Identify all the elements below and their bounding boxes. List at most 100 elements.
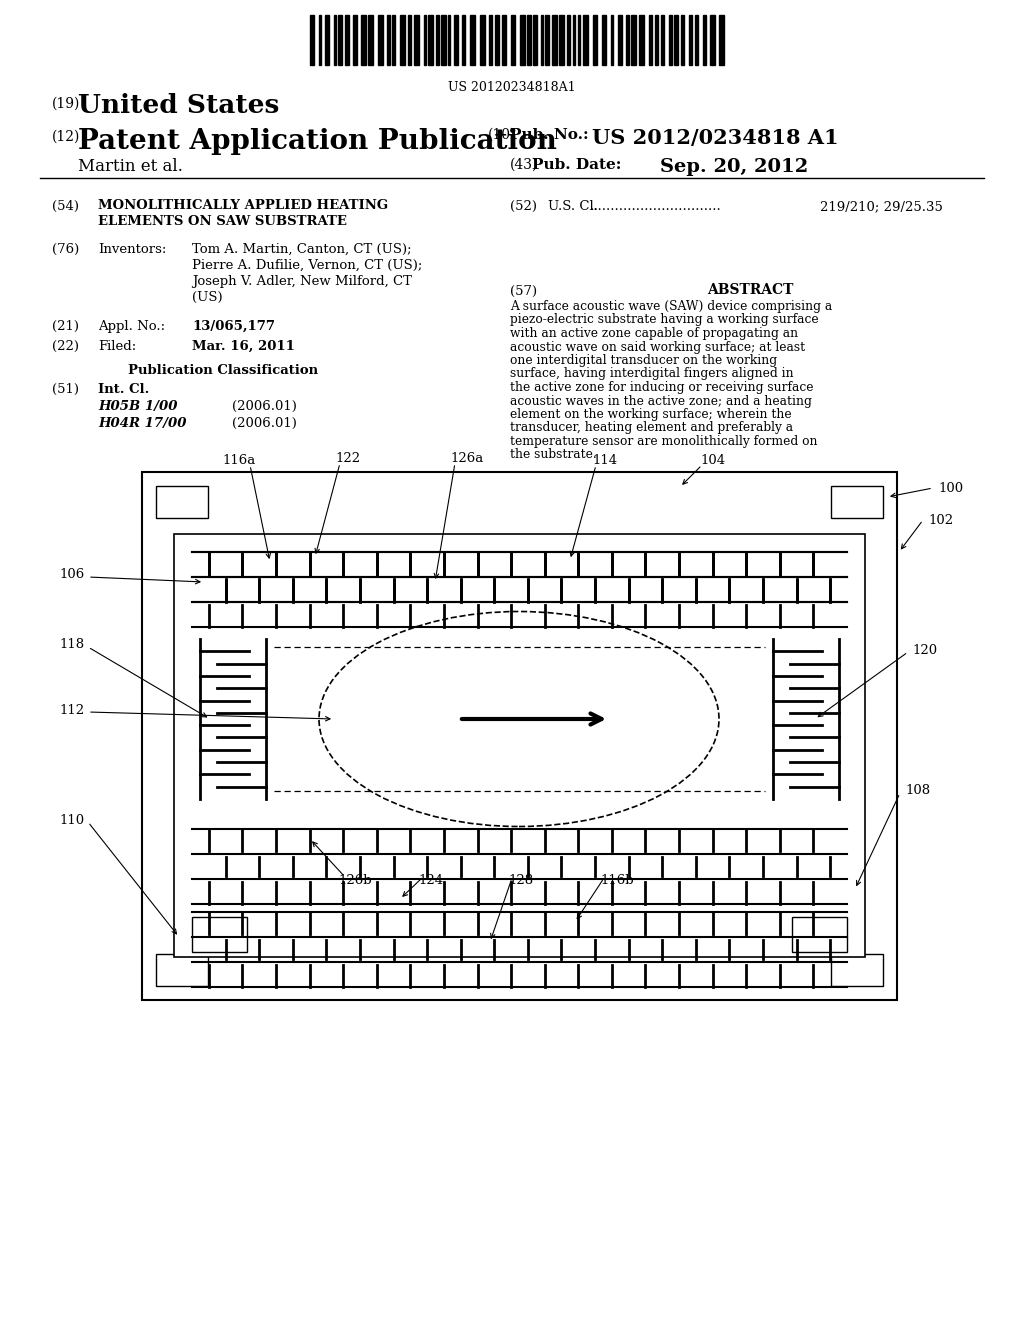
Text: MONOLITHICALLY APPLIED HEATING: MONOLITHICALLY APPLIED HEATING <box>98 199 388 213</box>
Text: (54): (54) <box>52 201 79 213</box>
Bar <box>334 15 336 65</box>
Bar <box>428 15 433 65</box>
Bar <box>674 15 678 65</box>
Text: element on the working surface; wherein the: element on the working surface; wherein … <box>510 408 792 421</box>
Text: (21): (21) <box>52 319 79 333</box>
Bar <box>583 15 588 65</box>
Text: 114: 114 <box>592 454 617 466</box>
Bar <box>593 15 597 65</box>
Bar <box>400 15 406 65</box>
Text: with an active zone capable of propagating an: with an active zone capable of propagati… <box>510 327 798 341</box>
Bar <box>695 15 698 65</box>
Bar <box>703 15 706 65</box>
Text: 100: 100 <box>938 482 964 495</box>
Text: 124: 124 <box>418 874 443 887</box>
Bar <box>710 15 715 65</box>
Bar <box>387 15 390 65</box>
Bar <box>345 15 349 65</box>
Text: H05B 1/00: H05B 1/00 <box>98 400 177 413</box>
Bar <box>520 15 525 65</box>
Text: Pub. Date:: Pub. Date: <box>532 158 622 172</box>
Bar <box>424 15 426 65</box>
Bar <box>480 15 485 65</box>
Bar <box>489 15 492 65</box>
Text: ELEMENTS ON SAW SUBSTRATE: ELEMENTS ON SAW SUBSTRATE <box>98 215 347 228</box>
Text: (57): (57) <box>510 285 538 298</box>
Text: 106: 106 <box>59 569 85 582</box>
Bar <box>441 15 446 65</box>
Bar <box>511 15 515 65</box>
Text: 112: 112 <box>59 704 85 717</box>
Bar <box>414 15 419 65</box>
Text: Martin et al.: Martin et al. <box>78 158 183 176</box>
Bar <box>338 15 342 65</box>
Text: Patent Application Publication: Patent Application Publication <box>78 128 557 154</box>
Text: 108: 108 <box>905 784 930 796</box>
Text: Tom A. Martin, Canton, CT (US);: Tom A. Martin, Canton, CT (US); <box>193 243 412 256</box>
Bar <box>319 15 321 65</box>
Bar <box>142 473 897 1001</box>
Text: ABSTRACT: ABSTRACT <box>707 282 794 297</box>
Bar <box>462 15 465 65</box>
Text: Appl. No.:: Appl. No.: <box>98 319 165 333</box>
Text: (22): (22) <box>52 341 79 352</box>
Bar <box>578 15 580 65</box>
Bar <box>378 15 383 65</box>
Bar <box>545 15 549 65</box>
Bar <box>408 15 411 65</box>
Text: A surface acoustic wave (SAW) device comprising a: A surface acoustic wave (SAW) device com… <box>510 300 833 313</box>
Bar <box>156 954 208 986</box>
Text: 128: 128 <box>508 874 534 887</box>
Text: 104: 104 <box>700 454 725 466</box>
Text: 102: 102 <box>928 513 953 527</box>
Text: H04R 17/00: H04R 17/00 <box>98 417 186 430</box>
Text: transducer, heating element and preferably a: transducer, heating element and preferab… <box>510 421 794 434</box>
Bar <box>681 15 684 65</box>
Text: (12): (12) <box>52 129 80 144</box>
Text: United States: United States <box>78 92 280 117</box>
Text: 219/210; 29/25.35: 219/210; 29/25.35 <box>820 201 943 213</box>
Bar <box>325 15 329 65</box>
Bar <box>174 535 865 957</box>
Bar <box>611 15 613 65</box>
Text: acoustic waves in the active zone; and a heating: acoustic waves in the active zone; and a… <box>510 395 812 408</box>
Text: Pub. No.:: Pub. No.: <box>510 128 589 143</box>
Bar <box>669 15 672 65</box>
Text: (43): (43) <box>510 158 539 172</box>
Bar <box>689 15 692 65</box>
Text: Sep. 20, 2012: Sep. 20, 2012 <box>660 158 808 176</box>
Text: U.S. Cl.: U.S. Cl. <box>548 201 598 213</box>
Bar <box>454 15 458 65</box>
Text: Mar. 16, 2011: Mar. 16, 2011 <box>193 341 295 352</box>
Text: the substrate.: the substrate. <box>510 449 597 462</box>
Text: Inventors:: Inventors: <box>98 243 166 256</box>
Text: temperature sensor are monolithically formed on: temperature sensor are monolithically fo… <box>510 436 817 447</box>
Text: (51): (51) <box>52 383 79 396</box>
Text: 120: 120 <box>912 644 937 656</box>
Bar <box>502 15 506 65</box>
Text: (2006.01): (2006.01) <box>232 400 297 413</box>
Text: 13/065,177: 13/065,177 <box>193 319 275 333</box>
Text: 126a: 126a <box>450 451 483 465</box>
Text: 122: 122 <box>335 451 360 465</box>
Bar <box>368 15 373 65</box>
Bar <box>618 15 622 65</box>
Bar <box>559 15 564 65</box>
Text: 118: 118 <box>59 639 85 652</box>
Text: acoustic wave on said working surface; at least: acoustic wave on said working surface; a… <box>510 341 805 354</box>
Bar <box>639 15 644 65</box>
Text: surface, having interdigital fingers aligned in: surface, having interdigital fingers ali… <box>510 367 794 380</box>
Text: one interdigital transducer on the working: one interdigital transducer on the worki… <box>510 354 777 367</box>
Text: ...............................: ............................... <box>590 201 722 213</box>
Bar <box>353 15 357 65</box>
Bar <box>831 486 883 517</box>
Bar <box>831 954 883 986</box>
Bar <box>361 15 366 65</box>
Bar <box>470 15 475 65</box>
Bar <box>662 15 664 65</box>
Bar <box>193 917 247 952</box>
Bar <box>436 15 439 65</box>
Text: 116a: 116a <box>222 454 255 466</box>
Bar <box>527 15 531 65</box>
Bar <box>541 15 543 65</box>
